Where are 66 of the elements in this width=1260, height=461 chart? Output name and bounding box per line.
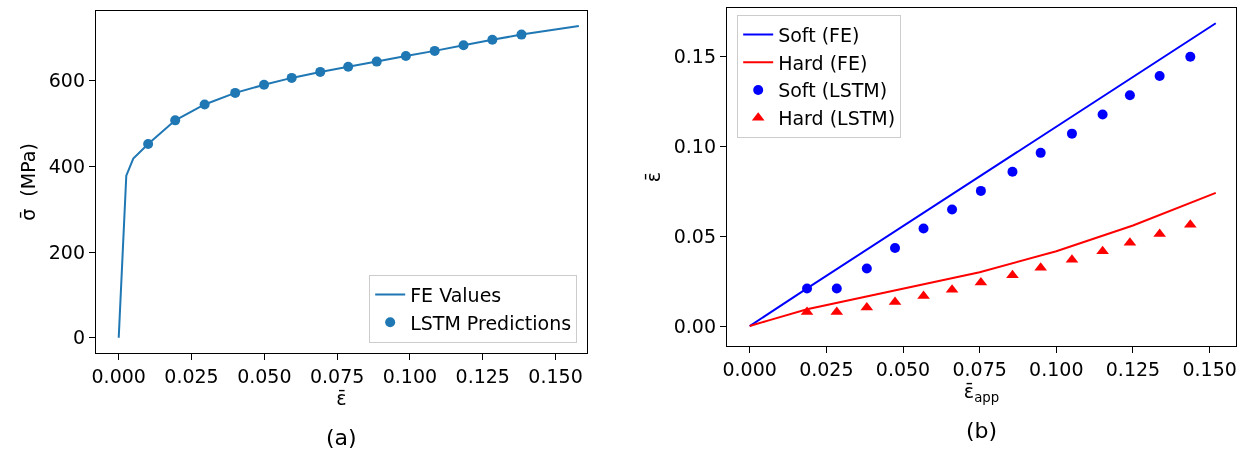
point [458,40,469,51]
x-tick-label: 0.125 [1105,358,1161,380]
point [1066,128,1077,139]
legend-label: Hard (FE) [778,51,868,74]
x-tick-label: 0.125 [455,365,510,387]
point [974,276,988,286]
point [259,79,270,90]
x-tick-label: 0.000 [722,358,777,380]
point [170,115,181,126]
point [861,263,872,274]
point [1007,166,1018,177]
x-tick-label: 0.150 [528,365,583,387]
point [230,87,241,98]
point [918,223,929,234]
point [802,283,813,294]
point [371,56,382,67]
point [975,185,986,196]
x-tick-label: 0.025 [164,365,219,387]
text: (a) [326,425,357,450]
point [400,51,411,62]
point [1185,51,1196,62]
point [516,29,527,40]
point [947,204,958,215]
point [1124,90,1135,101]
point [487,34,498,45]
legend-label: FE Values [410,284,502,306]
x-tick-label: 0.000 [91,365,146,387]
point [429,45,440,56]
y-tick-label: 0.05 [673,224,716,247]
y-tick-label: 0.00 [673,314,716,337]
point [1154,71,1165,82]
x-tick-label: 0.075 [309,365,365,387]
point [199,99,210,110]
y-tick-label: 0 [72,326,85,349]
point [343,61,354,72]
point [143,138,154,149]
y-axis-title: σ̄ (MPa) [16,143,39,221]
y-tick-label: 200 [48,240,85,263]
point [1035,147,1046,158]
x-tick-label: 0.050 [875,358,931,380]
legend-label: Soft (LSTM) [778,79,888,102]
point [1006,269,1019,279]
y-tick-label: 600 [48,69,85,92]
x-tick-label: 0.150 [1182,358,1237,380]
x-tick-label: 0.100 [1029,358,1084,380]
legend-label: Soft (FE) [778,24,860,47]
legend-label: LSTM Predictions [410,311,572,334]
line-series [117,25,580,339]
x-tick-label: 0.050 [237,365,292,387]
line-series [748,191,1217,328]
point [315,66,326,77]
x-axis-title: ε̄ [336,387,347,409]
text: (b) [966,418,998,443]
y-tick-label: 0.10 [673,135,716,158]
x-tick-label: 0.025 [799,358,854,380]
y-tick-label: 0.15 [673,45,716,68]
y-axis-title: ε̄ [641,171,664,183]
legend-label: Hard (LSTM) [778,107,896,130]
x-axis-title: ε̄$_{app}$ [963,380,1000,405]
y-tick-label: 400 [48,154,85,177]
point [286,72,297,83]
point [831,283,842,294]
point [1097,109,1108,120]
x-tick-label: 0.100 [382,365,438,387]
point [890,242,901,253]
x-tick-label: 0.075 [952,358,1007,380]
